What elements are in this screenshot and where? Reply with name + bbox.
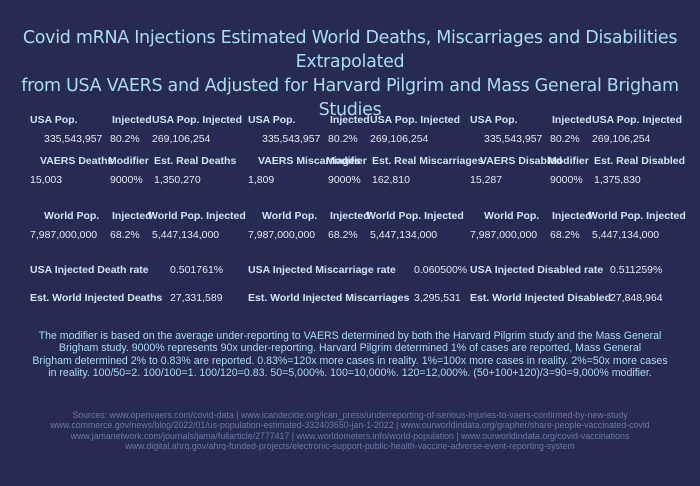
usa-injected-total-value: 269,106,254 [370, 133, 429, 145]
usa-population-value: 335,543,957 [484, 133, 543, 145]
sources-line-3: www.jamanetwork.com/journals/jama/fullar… [70, 430, 630, 441]
injected-rate-value: 0.501761% [170, 264, 224, 276]
vaers-injected-total-header: Est. Real Miscarriages [372, 155, 484, 167]
usa-population-header: USA Pop. [30, 114, 78, 126]
estimated-world-total-value: 27,331,589 [170, 292, 223, 304]
world-injected-total-value: 5,447,134,000 [152, 229, 220, 241]
usa-injected-total-header: USA Pop. Injected [592, 114, 683, 126]
injected-rate-value: 0.060500% [414, 264, 468, 276]
world-population-header: World Pop. [44, 210, 100, 222]
world-population-group: World Pop. 7,987,000,000 Injected 68.2% Worl… [470, 210, 690, 250]
vaers-injected-value: 9000% [550, 174, 583, 186]
usa-injected-total-header: USA Pop. Injected [370, 114, 461, 126]
estimated-world-total-label: Est. World Injected Disabled [470, 292, 612, 304]
vaers-population-header: VAERS Miscarriages [258, 155, 361, 167]
injected-rate-label: USA Injected Death rate [30, 264, 149, 276]
world-injected-total-header: World Pop. Injected [148, 210, 246, 222]
usa-injected-total-header: USA Pop. Injected [152, 114, 243, 126]
usa-injected-header: Injected [330, 114, 370, 126]
world-population-group: World Pop. 7,987,000,000 Injected 68.2% Worl… [30, 210, 250, 250]
usa-injected-header: Injected [552, 114, 592, 126]
usa-population-value: 335,543,957 [44, 133, 103, 145]
usa-population-header: USA Pop. [470, 114, 518, 126]
world-injected-total-header: World Pop. Injected [366, 210, 464, 222]
vaers-injected-header: Modifier [108, 155, 149, 167]
sources-list: Sources: www.openvaers.com/covid-data | … [20, 410, 680, 452]
world-injected-value: 68.2% [550, 229, 580, 241]
vaers-injected-header: Modifier [326, 155, 367, 167]
world-population-group: World Pop. 7,987,000,000 Injected 68.2% Worl… [248, 210, 468, 250]
world-population-value: 7,987,000,000 [470, 229, 538, 241]
note-line-4: in reality. 100/50=2. 100/100=1. 100/120… [48, 366, 652, 379]
vaers-population-value: 15,003 [30, 174, 63, 186]
usa-injected-value: 80.2% [110, 133, 140, 145]
sources-line-2: www.commerce.gov/news/blog/2022/01/us-po… [50, 420, 650, 431]
page-title: Covid mRNA Injections Estimated World De… [0, 26, 700, 122]
world-population-value: 7,987,000,000 [248, 229, 316, 241]
world-injected-header: Injected [112, 210, 152, 222]
estimated-world-total-label: Est. World Injected Deaths [30, 292, 163, 304]
injected-rate-value: 0.511259% [610, 264, 663, 276]
note-line-1: The modifier is based on the average und… [38, 330, 662, 342]
vaers-population-value: 1,809 [248, 174, 275, 186]
vaers-group: VAERS Miscarriages 1,809 Modifier 9000% Est.… [248, 155, 483, 195]
estimated-world-total-value: 3,295,531 [414, 292, 461, 304]
modifier-explanation: The modifier is based on the average und… [24, 330, 676, 379]
world-injected-total-header: World Pop. Injected [588, 210, 686, 222]
injected-rate-label: USA Injected Disabled rate [470, 264, 604, 276]
world-injected-value: 68.2% [110, 229, 140, 241]
vaers-injected-value: 9000% [110, 174, 143, 186]
vaers-group: VAERS Deaths 15,003 Modifier 9000% Est. Real… [30, 155, 250, 195]
vaers-population-value: 15,287 [470, 174, 503, 186]
usa-injected-total-value: 269,106,254 [592, 133, 651, 145]
world-injected-header: Injected [330, 210, 370, 222]
vaers-population-header: VAERS Disabled [480, 155, 563, 167]
vaers-population-header: VAERS Deaths [40, 155, 114, 167]
world-population-header: World Pop. [484, 210, 540, 222]
vaers-injected-value: 9000% [328, 174, 361, 186]
vaers-injected-total-header: Est. Real Deaths [154, 155, 237, 167]
injected-rate-label: USA Injected Miscarriage rate [248, 264, 396, 276]
world-injected-total-value: 5,447,134,000 [370, 229, 438, 241]
sources-line-4: www.digital.ahrq.gov/ahrq-funded-project… [125, 441, 575, 452]
usa-injected-header: Injected [112, 114, 152, 126]
world-injected-header: Injected [552, 210, 592, 222]
vaers-injected-total-header: Est. Real Disabled [594, 155, 686, 167]
usa-population-header: USA Pop. [248, 114, 296, 126]
world-injected-value: 68.2% [328, 229, 358, 241]
title-line-2: from USA VAERS and Adjusted for Harvard … [21, 76, 679, 120]
world-population-value: 7,987,000,000 [30, 229, 98, 241]
vaers-injected-total-value: 1,350,270 [154, 174, 201, 186]
vaers-injected-total-value: 1,375,830 [594, 174, 641, 186]
estimated-world-total-value: 27,848,964 [610, 292, 663, 304]
usa-population-group: USA Pop. 335,543,957 Injected 80.2% USA Pop.… [470, 114, 690, 154]
note-line-2: Brigham study. 9000% represents 90x unde… [58, 342, 642, 355]
usa-injected-value: 80.2% [550, 133, 580, 145]
vaers-group: VAERS Disabled 15,287 Modifier 9000% Est. Re… [470, 155, 690, 195]
title-line-1: Covid mRNA Injections Estimated World De… [22, 28, 678, 72]
sources-line-1: Sources: www.openvaers.com/covid-data | … [72, 410, 628, 420]
world-injected-total-value: 5,447,134,000 [592, 229, 660, 241]
world-population-header: World Pop. [262, 210, 318, 222]
vaers-injected-header: Modifier [548, 155, 589, 167]
usa-injected-total-value: 269,106,254 [152, 133, 211, 145]
vaers-injected-total-value: 162,810 [372, 174, 410, 186]
estimated-world-total-label: Est. World Injected Miscarriages [248, 292, 410, 304]
note-line-3: Brigham determined 2% to 0.83% are repor… [32, 354, 668, 367]
usa-population-group: USA Pop. 335,543,957 Injected 80.2% USA Pop.… [30, 114, 250, 154]
usa-population-group: USA Pop. 335,543,957 Injected 80.2% USA Pop.… [248, 114, 468, 154]
usa-injected-value: 80.2% [328, 133, 358, 145]
usa-population-value: 335,543,957 [262, 133, 321, 145]
